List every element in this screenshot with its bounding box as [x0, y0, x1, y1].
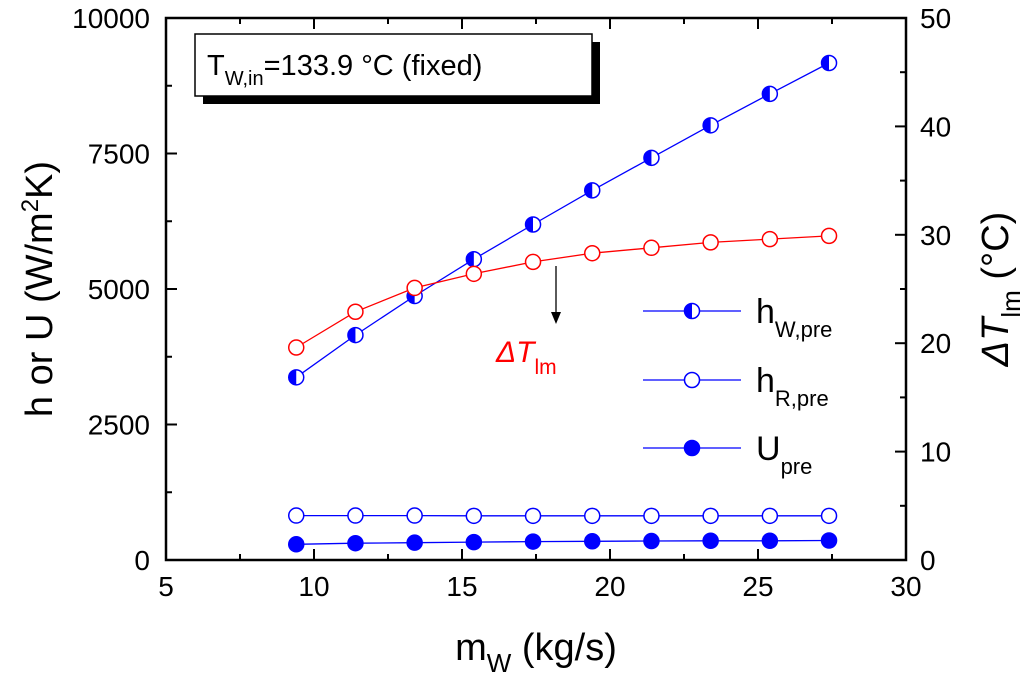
- data-point: [761, 230, 779, 248]
- data-point: [702, 234, 719, 251]
- data-point: [643, 149, 660, 167]
- legend-label: hW,pre: [756, 293, 832, 342]
- data-point: [583, 244, 601, 262]
- left-y-tick-label: 5000: [88, 274, 150, 305]
- data-point: [583, 182, 601, 199]
- data-point: [524, 533, 542, 550]
- legend-entry: Upre: [643, 430, 812, 479]
- legend-label: Upre: [756, 430, 812, 479]
- series-line: [295, 235, 830, 349]
- data-point: [643, 239, 660, 257]
- right-y-tick-label: 40: [920, 111, 951, 142]
- data-point: [643, 532, 660, 550]
- x-tick-label: 15: [446, 571, 477, 602]
- data-point: [820, 227, 838, 245]
- right-y-tick-label: 20: [920, 328, 951, 359]
- x-tick-label: 20: [594, 571, 625, 602]
- left-y-axis-label: h or U (W/m2K): [17, 161, 61, 417]
- curve-annotation: ΔTlm: [495, 266, 561, 379]
- right-y-tick-label: 10: [920, 437, 951, 468]
- legend-entry: hR,pre: [643, 362, 829, 411]
- data-point: [761, 507, 779, 525]
- arrow-head: [551, 312, 561, 324]
- data-point: [347, 507, 364, 524]
- x-axis-label: mW (kg/s): [455, 627, 617, 678]
- data-point: [643, 507, 660, 525]
- data-point: [583, 507, 601, 525]
- data-point: [583, 533, 601, 550]
- curve-annotation-label: ΔTlm: [495, 336, 557, 379]
- legend: hW,pre hR,pre Upre: [643, 293, 832, 479]
- data-point: [347, 534, 364, 552]
- data-point: [287, 536, 305, 553]
- series-2: [287, 532, 838, 553]
- right-y-tick-label: 30: [920, 220, 951, 251]
- legend-marker: [683, 439, 701, 457]
- data-point: [702, 117, 719, 134]
- legend-marker: [683, 371, 701, 389]
- series-1: [287, 507, 838, 525]
- series-3: [287, 227, 838, 356]
- legend-label: hR,pre: [756, 362, 829, 411]
- data-point: [465, 265, 483, 283]
- right-y-tick-label: 50: [920, 3, 951, 34]
- series-0: [287, 54, 838, 386]
- data-point: [820, 507, 838, 525]
- data-point: [761, 532, 779, 550]
- legend-marker: [683, 302, 701, 320]
- data-point: [820, 532, 838, 549]
- right-y-axis-label: ΔTlm (°C): [975, 212, 1024, 368]
- right-y-tick-label: 0: [920, 545, 936, 576]
- data-point: [465, 533, 483, 551]
- data-point: [287, 507, 305, 524]
- data-point: [465, 507, 483, 525]
- x-tick-label: 5: [158, 571, 174, 602]
- x-tick-label: 25: [742, 571, 773, 602]
- data-point: [406, 279, 423, 297]
- data-point: [347, 303, 364, 321]
- x-tick-label: 10: [298, 571, 329, 602]
- annotation-box-text: TW,in=133.9 °C (fixed): [207, 50, 482, 90]
- annotation-box: TW,in=133.9 °C (fixed): [194, 33, 600, 104]
- series-line: [295, 62, 830, 378]
- series-line: [296, 539, 830, 545]
- data-point: [287, 339, 305, 356]
- data-point: [287, 369, 305, 386]
- data-point: [524, 253, 542, 271]
- series-layer: [287, 54, 838, 553]
- x-tick-label: 30: [890, 571, 921, 602]
- data-point: [524, 507, 542, 525]
- data-point: [820, 54, 838, 72]
- legend-entry: hW,pre: [643, 293, 832, 342]
- data-point: [702, 532, 719, 550]
- data-point: [524, 216, 542, 233]
- data-point: [406, 534, 423, 551]
- data-point: [702, 507, 719, 525]
- data-point: [347, 326, 364, 344]
- data-point: [465, 250, 483, 268]
- left-y-tick-label: 7500: [88, 139, 150, 170]
- left-y-tick-label: 0: [134, 545, 150, 576]
- data-point: [761, 85, 779, 103]
- left-y-tick-label: 10000: [72, 3, 150, 34]
- data-point: [406, 507, 423, 524]
- left-y-tick-label: 2500: [88, 410, 150, 441]
